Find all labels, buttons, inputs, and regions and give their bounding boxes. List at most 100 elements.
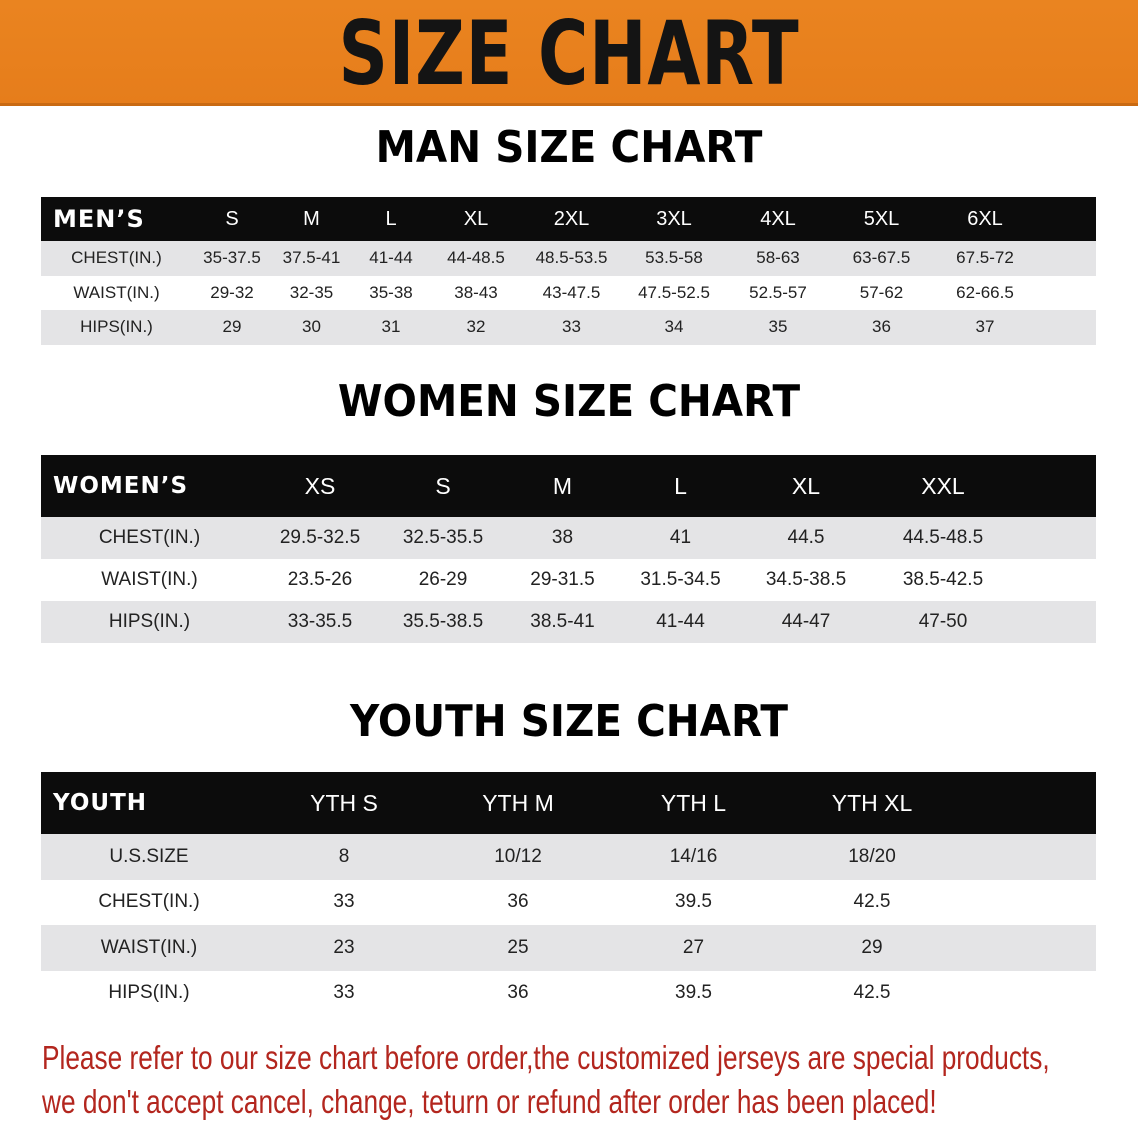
order-notice-line-1: Please refer to our size chart before or… xyxy=(42,1039,1050,1076)
table-cell: 62-66.5 xyxy=(933,275,1037,310)
table-cell: 33 xyxy=(521,310,622,345)
table-cell: 58-63 xyxy=(726,241,830,276)
table-cell: 14/16 xyxy=(605,834,782,880)
table-cell: 36 xyxy=(431,970,605,1016)
table-cell: 36 xyxy=(830,310,933,345)
table-header-label: MEN’S xyxy=(41,197,192,241)
table-cell: 38.5-42.5 xyxy=(872,559,1014,601)
table-cell: 37 xyxy=(933,310,1037,345)
table-cell: 29-31.5 xyxy=(504,559,621,601)
row-label: HIPS(IN.) xyxy=(41,601,258,643)
row-label: WAIST(IN.) xyxy=(41,925,257,971)
table-cell: 38 xyxy=(504,517,621,559)
table-cell: 30 xyxy=(272,310,351,345)
header-filler xyxy=(962,772,1096,834)
table-cell: 43-47.5 xyxy=(521,275,622,310)
table-cell: 29.5-32.5 xyxy=(258,517,382,559)
row-filler xyxy=(962,834,1096,880)
table-row: HIPS(IN.) 33 36 39.5 42.5 xyxy=(41,970,1096,1016)
row-label: U.S.SIZE xyxy=(41,834,257,880)
table-cell: 25 xyxy=(431,925,605,971)
size-column-header: 5XL xyxy=(830,197,933,241)
table-cell: 10/12 xyxy=(431,834,605,880)
size-column-header: 6XL xyxy=(933,197,1037,241)
table-cell: 27 xyxy=(605,925,782,971)
size-column-header: XS xyxy=(258,455,382,517)
size-column-header: 3XL xyxy=(622,197,726,241)
size-column-header: M xyxy=(504,455,621,517)
table-cell: 31 xyxy=(351,310,431,345)
row-filler xyxy=(1014,559,1096,601)
table-cell: 23.5-26 xyxy=(258,559,382,601)
table-row: CHEST(IN.) 29.5-32.5 32.5-35.5 38 41 44.5 44.5… xyxy=(41,517,1096,559)
table-row: HIPS(IN.) 33-35.5 35.5-38.5 38.5-41 41-44 44-… xyxy=(41,601,1096,643)
row-filler xyxy=(962,879,1096,925)
table-cell: 57-62 xyxy=(830,275,933,310)
table-cell: 53.5-58 xyxy=(622,241,726,276)
table-cell: 35-38 xyxy=(351,275,431,310)
table-cell: 29 xyxy=(192,310,272,345)
table-cell: 32 xyxy=(431,310,521,345)
table-cell: 34.5-38.5 xyxy=(740,559,872,601)
table-cell: 44.5 xyxy=(740,517,872,559)
size-column-header: YTH L xyxy=(605,772,782,834)
size-column-header: M xyxy=(272,197,351,241)
size-column-header: YTH S xyxy=(257,772,431,834)
table-cell: 26-29 xyxy=(382,559,504,601)
table-cell: 38-43 xyxy=(431,275,521,310)
table-cell: 35 xyxy=(726,310,830,345)
row-filler xyxy=(1037,275,1096,310)
row-filler xyxy=(1037,241,1096,276)
youth-size-table: YOUTH YTH S YTH M YTH L YTH XL U.S.SIZE 8 10/12… xyxy=(41,772,1096,1016)
table-cell: 29 xyxy=(782,925,962,971)
table-cell: 33 xyxy=(257,970,431,1016)
row-label: WAIST(IN.) xyxy=(41,559,258,601)
row-label: WAIST(IN.) xyxy=(41,275,192,310)
women-header-row: WOMEN’S XS S M L XL XXL xyxy=(41,455,1096,517)
table-cell: 32.5-35.5 xyxy=(382,517,504,559)
table-cell: 41-44 xyxy=(621,601,740,643)
table-cell: 35.5-38.5 xyxy=(382,601,504,643)
size-column-header: L xyxy=(351,197,431,241)
header-filler xyxy=(1037,197,1096,241)
table-cell: 31.5-34.5 xyxy=(621,559,740,601)
row-filler xyxy=(1037,310,1096,345)
table-row: CHEST(IN.) 35-37.5 37.5-41 41-44 44-48.5 48.5… xyxy=(41,241,1096,276)
table-cell: 41-44 xyxy=(351,241,431,276)
row-label: HIPS(IN.) xyxy=(41,310,192,345)
table-row: WAIST(IN.) 23.5-26 26-29 29-31.5 31.5-34.5 34… xyxy=(41,559,1096,601)
table-cell: 44.5-48.5 xyxy=(872,517,1014,559)
size-column-header: XL xyxy=(740,455,872,517)
size-column-header: YTH M xyxy=(431,772,605,834)
table-cell: 34 xyxy=(622,310,726,345)
table-row: WAIST(IN.) 29-32 32-35 35-38 38-43 43-47.5 47.… xyxy=(41,275,1096,310)
women-section-title: WOMEN SIZE CHART xyxy=(337,376,801,427)
table-cell: 47.5-52.5 xyxy=(622,275,726,310)
row-filler xyxy=(962,925,1096,971)
banner-title: SIZE CHART xyxy=(338,2,800,105)
row-filler xyxy=(962,970,1096,1016)
table-row: HIPS(IN.) 29 30 31 32 33 34 35 36 37 xyxy=(41,310,1096,345)
banner: SIZE CHART xyxy=(0,0,1138,106)
row-label: HIPS(IN.) xyxy=(41,970,257,1016)
size-column-header: S xyxy=(382,455,504,517)
table-cell: 39.5 xyxy=(605,879,782,925)
size-column-header: 4XL xyxy=(726,197,830,241)
table-cell: 44-48.5 xyxy=(431,241,521,276)
table-cell: 18/20 xyxy=(782,834,962,880)
youth-header-row: YOUTH YTH S YTH M YTH L YTH XL xyxy=(41,772,1096,834)
table-cell: 32-35 xyxy=(272,275,351,310)
row-label: CHEST(IN.) xyxy=(41,517,258,559)
table-cell: 29-32 xyxy=(192,275,272,310)
table-cell: 47-50 xyxy=(872,601,1014,643)
table-cell: 36 xyxy=(431,879,605,925)
table-cell: 63-67.5 xyxy=(830,241,933,276)
table-cell: 37.5-41 xyxy=(272,241,351,276)
youth-section-title: YOUTH SIZE CHART xyxy=(350,696,788,747)
row-label: CHEST(IN.) xyxy=(41,241,192,276)
table-header-label: WOMEN’S xyxy=(41,455,258,517)
size-column-header: L xyxy=(621,455,740,517)
table-cell: 67.5-72 xyxy=(933,241,1037,276)
size-column-header: 2XL xyxy=(521,197,622,241)
table-cell: 23 xyxy=(257,925,431,971)
